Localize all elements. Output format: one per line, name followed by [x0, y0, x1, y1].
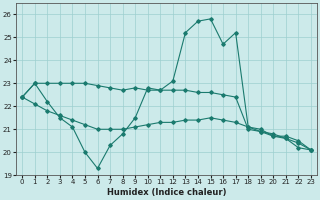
X-axis label: Humidex (Indice chaleur): Humidex (Indice chaleur) [107, 188, 226, 197]
